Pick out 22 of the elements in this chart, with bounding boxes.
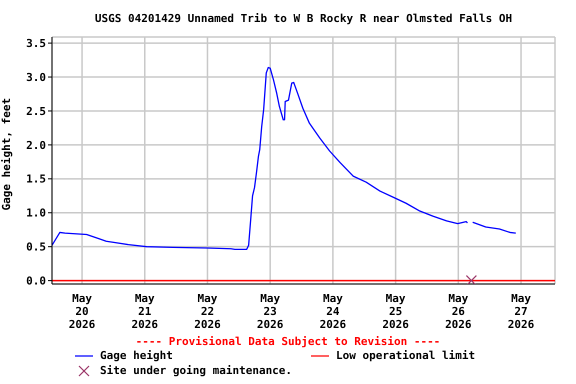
x-tick-label: May 24 2026 <box>320 292 347 331</box>
y-tick-label: 3.5 <box>26 37 46 50</box>
y-tick-label: 0.0 <box>26 274 46 288</box>
y-tick-label: 2.0 <box>26 138 46 152</box>
y-tick-label: 1.5 <box>26 172 46 186</box>
legend-label: Site under going maintenance. <box>100 364 292 378</box>
legend-label: Gage height <box>100 349 173 363</box>
y-axis-title: Gage height, feet <box>0 98 13 210</box>
x-tick-label: May 22 2026 <box>194 292 222 331</box>
y-tick-label: 3.0 <box>26 70 46 84</box>
y-tick-label: 1.0 <box>26 206 46 220</box>
x-tick-label: May 20 2026 <box>68 292 96 331</box>
x-tick-label: May 26 2026 <box>445 292 472 331</box>
x-tick-label: May 27 2026 <box>508 292 535 331</box>
x-tick-label: May 25 2026 <box>382 292 410 331</box>
x-tick-label: May 23 2026 <box>256 292 284 331</box>
y-tick-label: 0.5 <box>26 240 46 254</box>
x-tick-label: May 21 2026 <box>132 292 158 331</box>
chart-title: USGS 04201429 Unnamed Trib to W B Rocky R near Olmsted Falls OH <box>94 12 514 25</box>
y-tick-label: 2.5 <box>26 104 46 118</box>
text: ---- Provisional Data Subject to Revision ---- <box>134 335 442 348</box>
legend-label: Low operational limit <box>336 349 476 363</box>
